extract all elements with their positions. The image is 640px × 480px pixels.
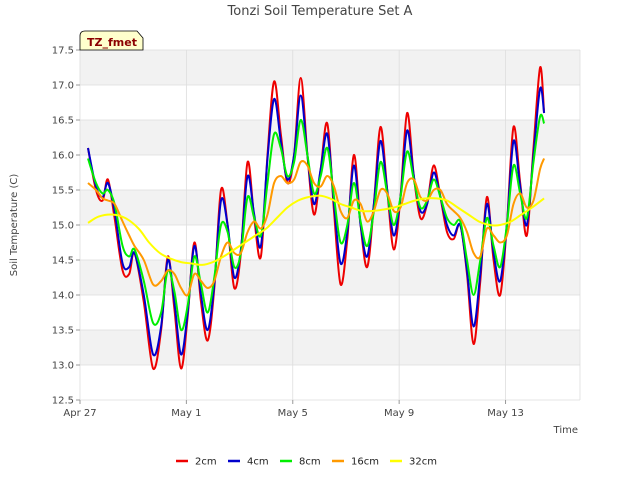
y-tick-label: 17.0 <box>52 81 74 92</box>
x-axis-label: Time <box>553 425 578 436</box>
y-tick-label: 16.0 <box>52 151 74 162</box>
x-tick-label: Apr 27 <box>63 408 96 419</box>
x-tick-label: May 9 <box>384 408 414 419</box>
series-layer <box>87 66 546 370</box>
legend-label-8cm: 8cm <box>299 457 321 468</box>
legend-label-32cm: 32cm <box>409 457 437 468</box>
x-tick-label: May 5 <box>278 408 308 419</box>
legend: 2cm 4cm 8cm 16cm 32cm <box>176 457 437 468</box>
y-tick-label: 13.0 <box>52 361 74 372</box>
x-tick-label: May 1 <box>171 408 201 419</box>
plot-band <box>80 260 580 295</box>
y-tick-label: 14.5 <box>52 256 74 267</box>
series-line-32cm <box>87 194 545 266</box>
tz-fmet-badge: TZ_fmet <box>79 30 144 51</box>
badge-box <box>79 30 144 51</box>
y-tick-label: 15.0 <box>52 221 74 232</box>
legend-label-4cm: 4cm <box>247 457 269 468</box>
grid-lines <box>79 49 581 401</box>
legend-label-2cm: 2cm <box>195 457 217 468</box>
plot-band <box>80 50 580 85</box>
series-line-8cm <box>87 113 546 332</box>
y-axis-ticks: 12.5 13.0 13.5 14.0 14.5 15.0 15.5 16.0 16.5 17.0… <box>52 46 80 407</box>
y-tick-label: 15.5 <box>52 186 74 197</box>
badge-label: TZ_fmet <box>87 36 137 49</box>
legend-label-16cm: 16cm <box>351 457 379 468</box>
chart-title: Tonzi Soil Temperature Set A <box>227 4 413 19</box>
y-tick-label: 14.0 <box>52 291 74 302</box>
y-tick-label: 16.5 <box>52 116 74 127</box>
series-line-16cm <box>87 158 546 297</box>
plot-band <box>80 330 580 365</box>
y-axis-label: Soil Temperature (C) <box>9 174 20 277</box>
y-tick-label: 13.5 <box>52 326 74 337</box>
y-tick-label: 12.5 <box>52 396 74 407</box>
x-axis-ticks: Apr 27 May 1 May 5 May 9 May 13 <box>63 400 524 419</box>
x-tick-label: May 13 <box>487 408 524 419</box>
y-tick-label: 17.5 <box>52 46 74 57</box>
plot-band <box>80 190 580 225</box>
